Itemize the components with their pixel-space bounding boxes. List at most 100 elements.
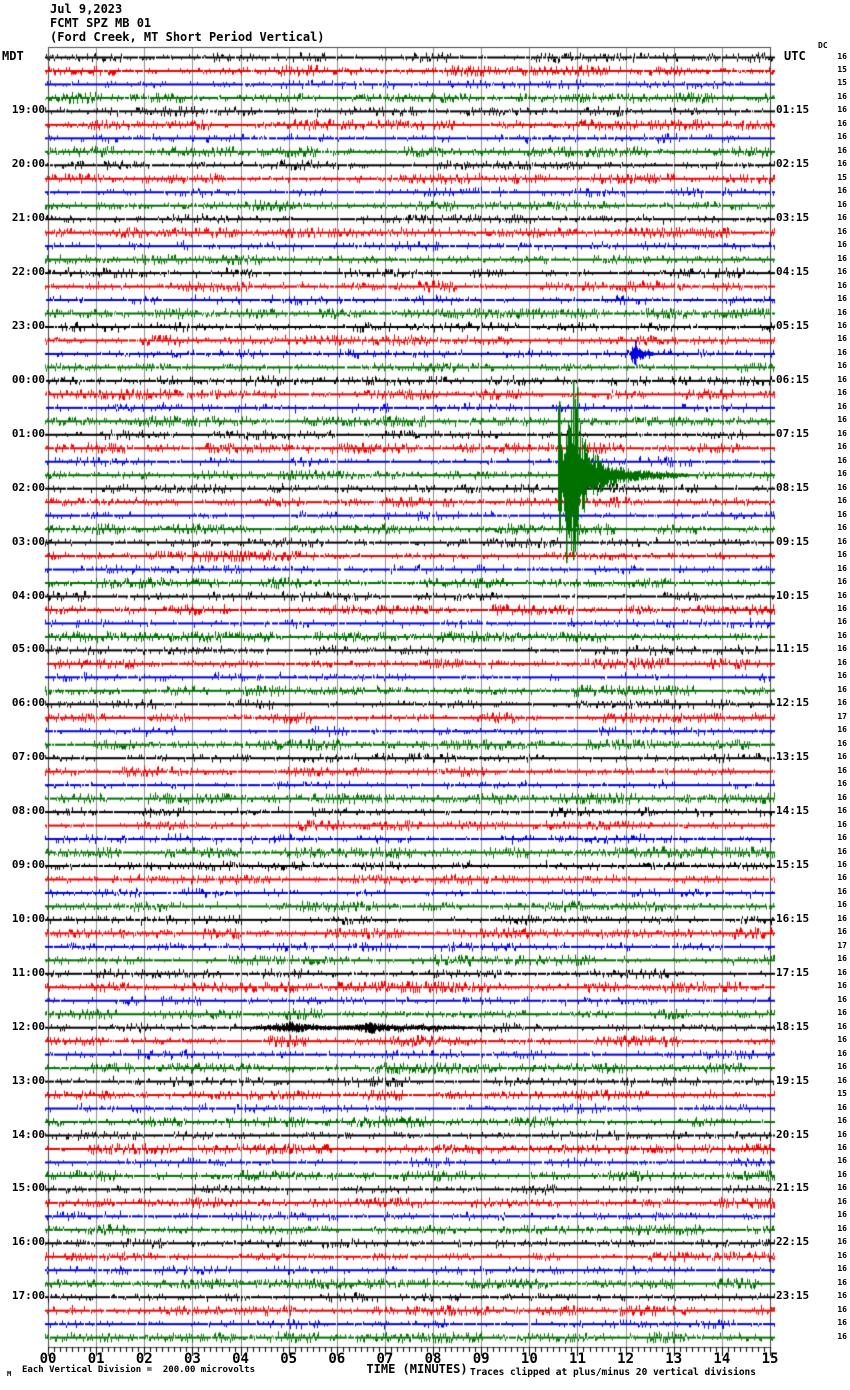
hour-label-mdt: 23:00: [11, 319, 45, 332]
dc-value: 16: [837, 833, 847, 843]
dc-value: 16: [837, 873, 847, 883]
hour-label-utc: 05:15: [776, 319, 810, 332]
dc-value: 16: [837, 51, 847, 61]
dc-value: 16: [837, 860, 847, 869]
dc-value: 16: [837, 1331, 847, 1341]
hour-label-mdt: 00:00: [11, 372, 45, 386]
hour-label-utc: 17:15: [776, 965, 810, 979]
dc-value: 16: [837, 307, 847, 317]
dc-value: 16: [837, 536, 847, 546]
dc-value: 16: [837, 1250, 847, 1260]
hour-label-mdt: 08:00: [11, 804, 45, 818]
dc-value: 16: [837, 806, 847, 816]
dc-value: 16: [837, 1075, 847, 1085]
hour-label-mdt: 03:00: [11, 534, 45, 548]
x-tick-label: 07: [376, 1351, 394, 1367]
x-axis-title: TIME (MINUTES): [366, 1362, 468, 1376]
dc-value: 16: [837, 509, 847, 519]
dc-value: 16: [837, 1318, 847, 1328]
dc-value: 16: [837, 1277, 847, 1287]
dc-value: 15: [837, 172, 847, 182]
hour-label-utc: 23:15: [776, 1289, 810, 1303]
hour-label-mdt: 04:00: [11, 588, 45, 602]
dc-value: 16: [837, 644, 847, 654]
hour-label-utc: 06:15: [776, 372, 810, 386]
dc-value: 16: [837, 1156, 847, 1166]
left-axis-label-mdt: MDT: [2, 49, 24, 63]
dc-value: 16: [837, 981, 847, 991]
dc-value: 16: [837, 1304, 847, 1314]
dc-value: 16: [837, 401, 847, 411]
x-tick-label: 05: [280, 1351, 298, 1367]
dc-value: 16: [837, 563, 847, 573]
dc-value: 16: [837, 186, 847, 196]
scale-note-mark: M: [7, 1370, 12, 1378]
hour-label-mdt: 21:00: [11, 211, 45, 225]
x-tick-label: 12: [617, 1351, 635, 1367]
hour-label-utc: 10:15: [776, 588, 810, 602]
hour-label-mdt: 09:00: [11, 858, 45, 871]
hour-label-mdt: 22:00: [11, 265, 45, 279]
clipping-note: Traces clipped at plus/minus 20 vertical…: [470, 1367, 756, 1378]
dc-value: 16: [837, 577, 847, 587]
dc-value: 16: [837, 725, 847, 735]
header-date: Jul 9,2023: [50, 2, 123, 16]
dc-value: 16: [837, 442, 847, 452]
dc-value: 16: [837, 1048, 847, 1058]
dc-value: 16: [837, 280, 847, 290]
dc-value: 16: [837, 846, 847, 856]
dc-value: 16: [837, 118, 847, 128]
hour-label-utc: 20:15: [776, 1127, 810, 1141]
hour-label-mdt: 02:00: [11, 480, 45, 494]
hour-label-mdt: 12:00: [11, 1019, 45, 1033]
dc-value: 16: [837, 792, 847, 802]
hour-label-mdt: 06:00: [11, 696, 45, 710]
hour-label-utc: 04:15: [776, 265, 810, 279]
dc-value: 16: [837, 347, 847, 357]
hour-label-utc: 16:15: [776, 911, 810, 925]
dc-value: 16: [837, 226, 847, 236]
dc-value: 16: [837, 1102, 847, 1112]
x-tick-label: 06: [328, 1351, 346, 1367]
hour-label-utc: 09:15: [776, 534, 810, 548]
dc-value: 16: [837, 213, 847, 223]
hour-label-utc: 02:15: [776, 157, 810, 171]
hour-label-mdt: 11:00: [11, 965, 45, 979]
dc-value: 16: [837, 496, 847, 506]
hour-label-utc: 15:15: [776, 858, 810, 871]
dc-value: 16: [837, 159, 847, 169]
dc-value: 16: [837, 1291, 847, 1301]
dc-value: 16: [837, 145, 847, 155]
dc-value: 16: [837, 886, 847, 896]
dc-value: 16: [837, 630, 847, 640]
dc-value: 16: [837, 684, 847, 694]
dc-value: 16: [837, 927, 847, 937]
hour-label-utc: 22:15: [776, 1235, 810, 1249]
hour-label-utc: 11:15: [776, 642, 810, 656]
hour-label-utc: 03:15: [776, 211, 810, 225]
x-tick-label: 02: [135, 1351, 153, 1367]
dc-value: 16: [837, 1169, 847, 1179]
dc-value: 16: [837, 294, 847, 304]
x-tick-label: 14: [713, 1351, 731, 1367]
dc-value: 16: [837, 1008, 847, 1018]
dc-value: 16: [837, 1237, 847, 1247]
dc-value: 16: [837, 455, 847, 465]
dc-value: 16: [837, 1021, 847, 1031]
dc-value: 16: [837, 240, 847, 250]
dc-value: 16: [837, 765, 847, 775]
dc-value: 16: [837, 374, 847, 384]
x-tick-label: 08: [424, 1351, 442, 1367]
dc-value: 15: [837, 64, 847, 74]
dc-value: 16: [837, 1062, 847, 1072]
dc-value: 16: [837, 523, 847, 533]
hour-label-mdt: 20:00: [11, 157, 45, 171]
dc-value: 16: [837, 415, 847, 425]
header-description: (Ford Creek, MT Short Period Vertical): [50, 30, 325, 44]
hour-label-utc: 14:15: [776, 804, 810, 818]
hour-label-mdt: 10:00: [11, 911, 45, 925]
hour-label-mdt: 14:00: [11, 1127, 45, 1141]
dc-value: 16: [837, 105, 847, 115]
x-tick-label: 11: [569, 1351, 586, 1367]
